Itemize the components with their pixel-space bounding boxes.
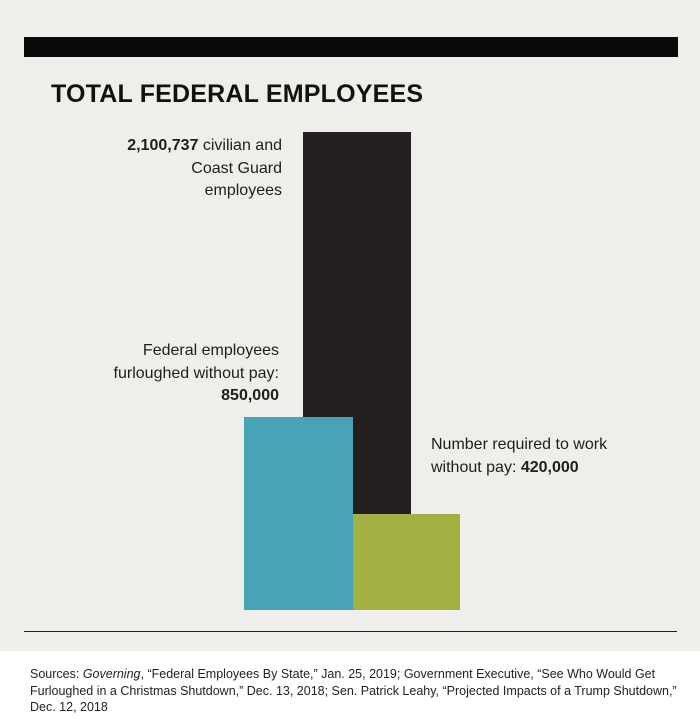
sources-text: , “Federal Employees By State,” Jan. 25,… xyxy=(30,667,677,714)
bar-chart xyxy=(244,132,460,610)
label-total-text: civilian and Coast Guard employees xyxy=(191,137,282,199)
label-total-employees: 2,100,737 civilian and Coast Guard emplo… xyxy=(120,135,282,203)
label-required-to-work: Number required to work without pay: 420… xyxy=(431,434,631,479)
top-rule xyxy=(24,37,678,57)
sources-publication: Governing xyxy=(82,667,141,681)
label-required-text: Number required to work without pay: xyxy=(431,436,608,476)
sources-prefix: Sources: xyxy=(30,667,83,681)
label-furloughed: Federal employees furloughed without pay… xyxy=(100,340,279,408)
chart-title: TOTAL FEDERAL EMPLOYEES xyxy=(51,80,424,108)
bar-required-to-work xyxy=(353,514,460,610)
label-required-value: 420,000 xyxy=(520,458,579,476)
sources-note: Sources: Governing, “Federal Employees B… xyxy=(30,666,680,716)
bar-furloughed xyxy=(244,417,353,610)
label-total-value: 2,100,737 xyxy=(127,137,199,154)
label-furloughed-text: Federal employees furloughed without pay… xyxy=(113,342,279,382)
bottom-rule xyxy=(24,631,677,632)
label-furloughed-value: 850,000 xyxy=(221,387,279,404)
